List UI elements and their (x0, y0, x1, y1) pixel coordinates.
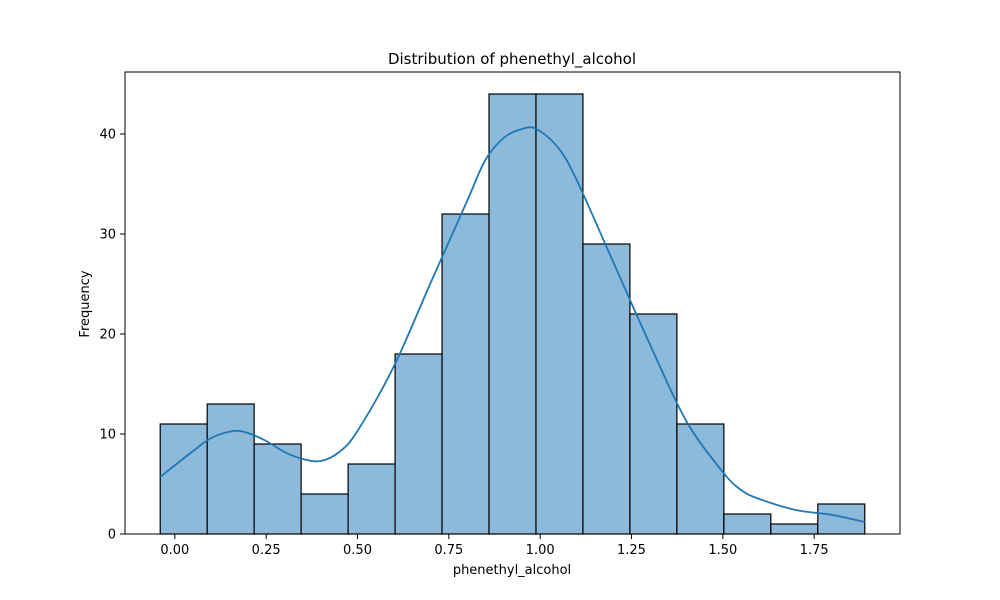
kde-layer (159, 126, 865, 523)
y-tick-label: 20 (99, 328, 116, 343)
histogram-bar (300, 493, 349, 535)
y-tick-label: 30 (99, 228, 116, 243)
y-tick-label: 40 (99, 128, 116, 143)
bars-layer (159, 93, 866, 535)
histogram-bar (770, 523, 819, 535)
histogram-bar (535, 93, 584, 535)
histogram-bar (723, 513, 772, 535)
x-tick-label: 1.75 (800, 543, 829, 558)
histogram-bar (582, 243, 631, 535)
x-tick-label: 0.75 (434, 543, 463, 558)
x-tick-label: 0.50 (343, 543, 372, 558)
histogram-bar (629, 313, 678, 535)
histogram-bar (394, 353, 443, 535)
histogram-bar (206, 403, 255, 535)
x-axis-label: phenethyl_alcohol (453, 563, 571, 578)
kde-line (159, 126, 865, 523)
x-tick-label: 1.25 (617, 543, 646, 558)
histogram-bar (441, 213, 490, 535)
histogram-bar (253, 443, 302, 535)
axes-layer (124, 71, 901, 535)
chart-title: Distribution of phenethyl_alcohol (388, 50, 636, 69)
x-tick-label: 1.00 (526, 543, 555, 558)
y-axis-label: Frequency (78, 270, 93, 337)
y-tick-label: 10 (99, 428, 116, 443)
histogram-bar (159, 423, 208, 535)
plot-frame (124, 71, 901, 535)
x-tick-label: 0.25 (252, 543, 281, 558)
x-tick-label: 1.50 (708, 543, 737, 558)
histogram-bar (676, 423, 725, 535)
x-tick-label: 0.00 (160, 543, 189, 558)
histogram-bar (347, 463, 396, 535)
histogram-bar (488, 93, 537, 535)
y-tick-label: 0 (108, 528, 116, 543)
histogram-bar (817, 503, 866, 535)
ticks-layer: 0.00 0.25 0.50 0.75 1.00 1.25 1.50 1.75 0 10 20 30 4… (99, 128, 828, 559)
